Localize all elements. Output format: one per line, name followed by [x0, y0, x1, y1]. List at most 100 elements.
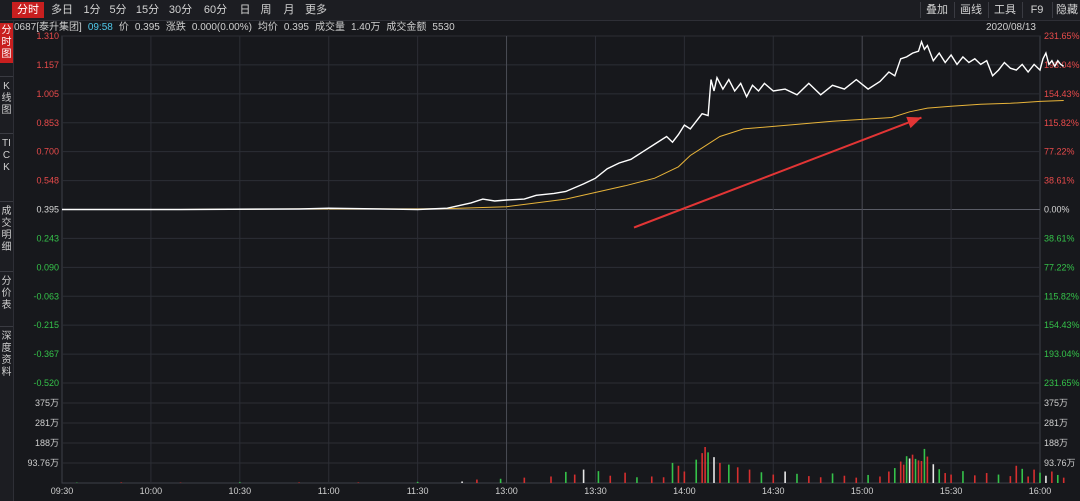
sidebar-divider: [0, 201, 13, 202]
trend-arrow-shaft: [633, 116, 922, 229]
volume-bar: [974, 475, 976, 483]
sidebar-tab-0[interactable]: 分时图: [0, 23, 13, 63]
volume-bar: [707, 452, 709, 483]
pct-tick-label: 193.04%: [1044, 349, 1080, 359]
volume-bar: [855, 477, 858, 483]
sidebar-tab-1[interactable]: K线图: [1, 81, 12, 116]
volume-tick-label-right: 375万: [1044, 398, 1068, 408]
volume-bar: [950, 474, 952, 483]
time-tick-label: 14:00: [673, 486, 696, 496]
sidebar-divider: [0, 271, 13, 272]
pct-tick-label: 154.43%: [1044, 89, 1080, 99]
volume-bar: [1015, 465, 1018, 483]
volume-bar: [719, 462, 721, 483]
volume-bar: [920, 460, 923, 483]
pct-tick-label: 154.43%: [1044, 320, 1080, 330]
volume-bar: [461, 481, 463, 483]
tool-button-2[interactable]: 工具: [988, 2, 1021, 18]
sidebar-divider: [0, 326, 13, 327]
volume-bar: [784, 471, 786, 483]
price-tick-label: 0.243: [36, 233, 59, 243]
volume-bar: [671, 462, 674, 483]
price-tick-label: 1.310: [36, 31, 59, 41]
volume-bar: [879, 476, 881, 483]
volume-bar: [523, 477, 526, 483]
price-tick-label: 0.700: [36, 147, 59, 157]
volume-bar: [867, 474, 869, 483]
volume-bar: [808, 476, 810, 483]
quote-date: 2020/08/13: [985, 22, 1036, 33]
volume-bar: [573, 474, 576, 483]
time-tick-label: 14:30: [762, 486, 785, 496]
volume-bar: [893, 468, 896, 483]
average-price-line: [62, 100, 1064, 210]
pct-tick-label: 77.22%: [1044, 262, 1075, 272]
volume-bar: [911, 454, 914, 483]
tool-button-4[interactable]: 隐藏: [1052, 2, 1080, 18]
volume-bar: [582, 469, 585, 483]
tab-period-2[interactable]: 1分: [83, 4, 101, 16]
sidebar-tab-2[interactable]: TICK: [2, 138, 11, 173]
tab-period-3[interactable]: 5分: [109, 4, 127, 16]
stock-code-name: 0687[泰升集团]: [14, 22, 82, 33]
volume-bar: [938, 469, 941, 483]
sidebar-tab-4[interactable]: 分价表: [1, 276, 12, 311]
quote-info-bar: 0687[泰升集团] 09:58 价 0.395 涨跌 0.000(0.00%) 均价 0.3…: [14, 21, 1080, 35]
price-tick-label: 0.395: [36, 205, 59, 215]
time-tick-label: 09:30: [51, 486, 74, 496]
volume-bar: [760, 472, 763, 483]
volume-tick-label: 188万: [35, 438, 59, 448]
volume-bar: [1062, 477, 1065, 483]
tab-period-5[interactable]: 30分: [168, 4, 193, 16]
volume-bar: [985, 473, 988, 483]
tool-button-3[interactable]: F9: [1022, 2, 1051, 18]
volume-bar: [962, 471, 964, 483]
amount-label: 成交金额: [386, 22, 427, 33]
volume-bar: [298, 482, 300, 483]
volume-bar: [416, 481, 419, 483]
volume-bar: [120, 482, 123, 483]
pct-tick-label: 115.82%: [1044, 291, 1079, 301]
volume-bar: [923, 448, 926, 483]
volume-bar: [683, 471, 686, 483]
volume-bar: [565, 471, 567, 483]
price-label: 价: [118, 22, 129, 33]
tab-period-9[interactable]: 月: [283, 4, 295, 16]
volume-bar: [997, 474, 1000, 483]
pct-tick-label: 77.22%: [1044, 147, 1075, 157]
tool-button-1[interactable]: 画线: [954, 2, 987, 18]
price-tick-label: -0.520: [33, 378, 59, 388]
volume-bar: [704, 447, 706, 483]
volume-value: 1.40万: [350, 22, 381, 33]
time-tick-label: 15:30: [940, 486, 963, 496]
sidebar-tab-3[interactable]: 成交明细: [1, 206, 12, 253]
volume-bar: [550, 476, 552, 483]
tab-period-1[interactable]: 多日: [51, 4, 73, 16]
tab-period-10[interactable]: 更多: [305, 4, 327, 16]
time-tick-label: 15:00: [851, 486, 874, 496]
tab-period-6[interactable]: 60分: [203, 4, 228, 16]
sidebar-tab-5[interactable]: 深度资料: [1, 331, 12, 378]
volume-tick-label: 281万: [35, 418, 59, 428]
tab-period-4[interactable]: 15分: [135, 4, 160, 16]
volume-bar: [597, 471, 600, 483]
volume-bar: [650, 476, 653, 483]
volume-bar: [908, 458, 911, 483]
volume-tick-label-right: 188万: [1044, 438, 1068, 448]
tool-button-0[interactable]: 叠加: [920, 2, 953, 18]
volume-bar: [843, 475, 846, 483]
tab-period-0[interactable]: 分时: [12, 2, 44, 18]
volume-bar: [499, 478, 502, 483]
price-tick-label: 1.157: [36, 60, 59, 70]
tab-period-8[interactable]: 周: [260, 4, 272, 16]
time-tick-label: 13:00: [495, 486, 518, 496]
time-tick-label: 11:30: [407, 486, 429, 496]
tab-period-7[interactable]: 日: [239, 4, 251, 16]
volume-bar: [1021, 468, 1024, 483]
trend-arrow-head: [906, 116, 922, 129]
price-tick-label: 1.005: [36, 89, 59, 99]
price-tick-label: 0.853: [36, 118, 59, 128]
period-toolbar: 分时 多日 1分 5分 15分 30分 60分日周月更多 叠加 画线 工具 F9 隐藏: [0, 0, 1080, 21]
volume-bar: [1009, 476, 1012, 483]
